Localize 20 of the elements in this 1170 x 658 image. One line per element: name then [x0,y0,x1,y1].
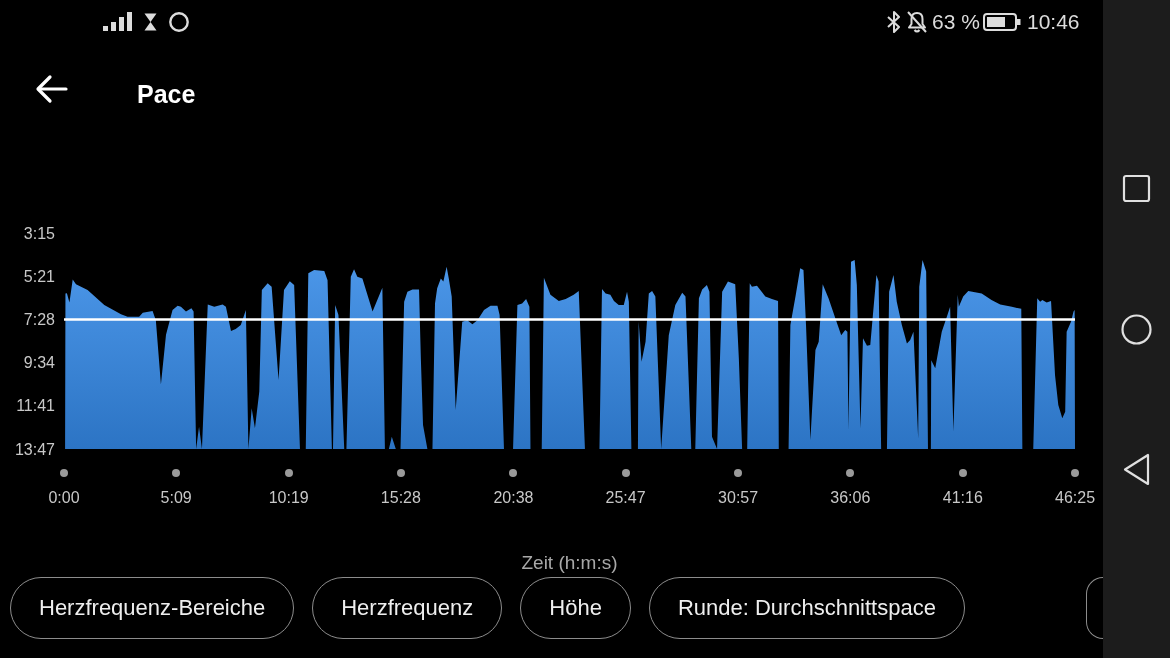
x-tick-label: 30:57 [718,488,759,506]
x-tick-label: 25:47 [605,488,646,506]
x-tick-label: 0:00 [48,488,80,506]
text: 63 % [932,9,980,35]
x-tick-label: 41:16 [942,488,983,506]
y-tick-label: 13:47 [14,440,56,458]
y-tick-label: 9:34 [23,354,56,372]
chart-title: Pace [137,79,196,108]
x-tick-label: 10:19 [268,488,309,506]
y-tick-label: 5:21 [23,267,56,285]
x-tick-label: 20:38 [493,488,534,506]
x-tick-label: 46:25 [1054,488,1096,506]
x-axis-title: Zeit (h:m:s) [521,552,618,573]
text: 10:46 [1027,9,1080,35]
x-tick-label: 15:28 [380,488,421,506]
x-tick-label: 36:06 [830,488,871,506]
y-tick-label: 7:28 [23,310,56,328]
y-tick-label: 11:41 [16,397,56,415]
y-tick-label: 3:15 [23,224,56,242]
x-tick-label: 5:09 [160,488,192,506]
